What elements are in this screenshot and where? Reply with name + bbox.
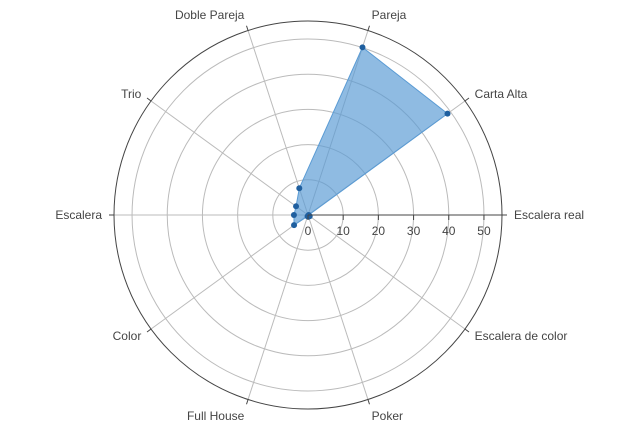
data-point [290,212,297,218]
angular-tick [146,97,152,102]
angular-tick [246,399,249,405]
category-label: Poker [372,409,403,423]
spoke-line [150,214,309,330]
category-labels: Escalera real Carta Alta Pareja Doble Parej… [55,8,584,423]
category-label: Escalera de color [475,329,568,343]
category-label: Trio [121,87,142,101]
spoke-line [307,214,466,330]
angular-tick [464,328,470,333]
angular-spokes [114,30,502,400]
radial-tick-label: 10 [337,224,351,238]
spoke-line [150,100,309,216]
data-point [293,203,300,210]
data-point [291,222,298,229]
category-label: Carta Alta [475,87,528,101]
spoke-line [247,214,309,400]
angular-tick [367,399,370,405]
category-label: Doble Pareja [175,8,245,22]
radial-tick-label: 0 [305,224,312,238]
radial-tick-label: 20 [372,224,386,238]
radial-axis: 0 10 20 30 40 50 [305,214,502,238]
radial-tick-label: 40 [442,224,456,238]
data-point [296,185,303,192]
category-label: Color [113,329,142,343]
category-label: Pareja [372,8,407,22]
data-point [444,110,451,117]
category-label: Escalera [55,208,102,222]
angular-tick [246,25,249,31]
category-label: Full House [187,409,245,423]
spoke-line [307,214,369,400]
data-point [359,44,366,51]
angular-tick [464,97,470,102]
angular-tick [367,25,370,31]
spoke-line [247,30,309,216]
radial-tick-label: 50 [477,224,491,238]
angular-tick [146,328,152,333]
category-label: Escalera real [514,208,584,222]
radial-tick-label: 30 [407,224,421,238]
